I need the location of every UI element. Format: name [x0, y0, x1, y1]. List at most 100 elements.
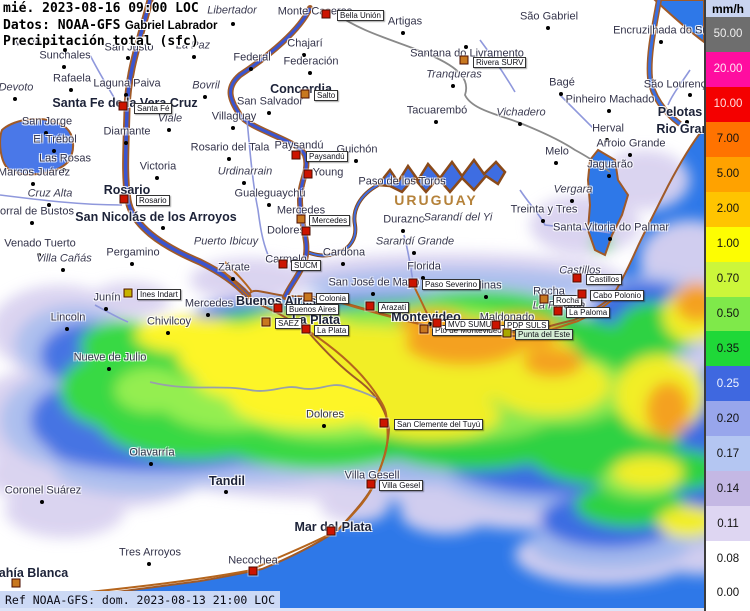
city-dot: [559, 92, 563, 96]
city-label: Coronel Suárez: [4, 484, 82, 497]
city-dot: [401, 31, 405, 35]
colorbar-segment: 0.14: [706, 471, 750, 507]
station-label: Castillos: [586, 274, 623, 286]
city-label: Corral de Bustos: [0, 205, 74, 218]
reservoir-rio-negro: [375, 157, 507, 194]
city-label: Bagé: [549, 76, 575, 89]
city-label: La Paz: [175, 39, 211, 52]
city-label: Monte Caseros: [277, 5, 353, 18]
city-dot: [685, 120, 689, 124]
city-dot: [227, 157, 231, 161]
city-label: Venado Tuerto: [4, 237, 76, 250]
city-label: Marcos Juárez: [0, 166, 71, 179]
colorbar-segment: 20.00: [706, 51, 750, 87]
city-label: El Trébol: [33, 133, 77, 146]
city-label: Sunchales: [39, 49, 91, 62]
station-marker[interactable]: [248, 566, 258, 576]
city-dot: [401, 229, 405, 233]
station-marker[interactable]: [408, 278, 418, 288]
station-marker[interactable]: [261, 317, 271, 327]
colorbar-segment: 0.70: [706, 261, 750, 297]
colorbar-segment: 0.25: [706, 366, 750, 402]
city-dot: [62, 65, 66, 69]
station-marker[interactable]: [278, 259, 288, 269]
city-dot: [40, 500, 44, 504]
station-marker[interactable]: [379, 418, 389, 428]
city-label: Arroio Grande: [596, 137, 666, 150]
colorbar-segment: 7.00: [706, 121, 750, 157]
station-label: Paso Severino: [422, 279, 481, 291]
station-label: Punta del Este: [515, 329, 574, 341]
station-marker[interactable]: [300, 89, 310, 99]
city-label: Rocha: [533, 285, 565, 298]
city-label: Federal: [233, 51, 271, 64]
station-marker[interactable]: [577, 289, 587, 299]
station-marker[interactable]: [491, 320, 501, 330]
bottom-strip: [0, 608, 750, 611]
rio-uruguay: [229, 7, 312, 298]
city-label: Bovril: [192, 79, 220, 92]
city-dot: [428, 322, 432, 326]
city-label: Nueve de Julio: [73, 351, 147, 364]
station-marker[interactable]: [11, 578, 21, 588]
city-dot: [47, 203, 51, 207]
city-label: Santa Vitoria do Palmar: [553, 221, 669, 234]
city-label: San Nicolás de los Arroyos: [75, 209, 237, 224]
city-dot: [224, 490, 228, 494]
city-label: Jaguarão: [587, 158, 633, 171]
station-marker[interactable]: [432, 318, 442, 328]
colorbar-scale: 50.00 20.00 10.00 7.00 5.00 2.00 1.00 0.70 0.50 0…: [706, 17, 750, 611]
station-marker[interactable]: [119, 194, 129, 204]
city-dot: [130, 262, 134, 266]
station-label: Santa Fé: [134, 103, 173, 115]
city-dot: [242, 181, 246, 185]
station-marker[interactable]: [291, 150, 301, 160]
city-label: Pinheiro Machado: [565, 93, 655, 106]
station-marker[interactable]: [572, 273, 582, 283]
city-label: Diamante: [103, 125, 151, 138]
station-marker[interactable]: [502, 328, 512, 338]
station-marker[interactable]: [303, 292, 313, 302]
station-label: Paysandú: [306, 151, 348, 163]
station-marker[interactable]: [301, 226, 311, 236]
city-label: Artigas: [387, 15, 423, 28]
station-marker[interactable]: [123, 288, 133, 298]
station-marker[interactable]: [419, 324, 429, 334]
city-label: Lincoln: [50, 311, 86, 324]
city-label: Tacuarembó: [406, 104, 468, 117]
colorbar-segment: 5.00: [706, 156, 750, 192]
city-dot: [302, 53, 306, 57]
city-dot: [484, 295, 488, 299]
station-marker[interactable]: [553, 306, 563, 316]
station-marker[interactable]: [296, 214, 306, 224]
station-marker[interactable]: [365, 301, 375, 311]
city-label: Urdinarrain: [217, 165, 273, 178]
city-label: Guichón: [336, 143, 378, 156]
lake-mar-chiquita: [0, 118, 75, 176]
station-marker[interactable]: [539, 294, 549, 304]
city-label: Paysandú: [274, 139, 324, 152]
city-dot: [104, 307, 108, 311]
colorbar-segment: 0.08: [706, 541, 750, 576]
city-dot: [608, 237, 612, 241]
city-dot: [267, 111, 271, 115]
city-dot: [546, 26, 550, 30]
station-marker[interactable]: [321, 9, 331, 19]
channel-sao-goncalo-water: [648, 0, 681, 126]
city-dot: [206, 313, 210, 317]
station-marker[interactable]: [301, 324, 311, 334]
station-marker[interactable]: [303, 169, 313, 179]
city-label: Villa Cañás: [36, 252, 92, 265]
station-marker[interactable]: [273, 303, 283, 313]
station-marker[interactable]: [459, 55, 469, 65]
city-label: San Jorge: [21, 115, 73, 128]
city-label: Libertador: [207, 4, 257, 17]
station-marker[interactable]: [366, 479, 376, 489]
city-dot: [52, 149, 56, 153]
station-label: SUCM: [291, 260, 321, 272]
station-marker[interactable]: [326, 526, 336, 536]
city-dot: [167, 128, 171, 132]
station-marker[interactable]: [118, 101, 128, 111]
city-label: Santana do Livramento: [410, 47, 524, 60]
